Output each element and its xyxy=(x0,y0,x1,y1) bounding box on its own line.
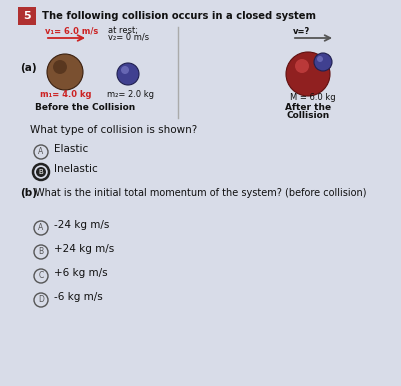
Circle shape xyxy=(53,60,67,74)
Text: After the: After the xyxy=(285,103,331,112)
Circle shape xyxy=(314,53,332,71)
Text: -24 kg m/s: -24 kg m/s xyxy=(54,220,109,230)
Text: B: B xyxy=(38,247,44,257)
Circle shape xyxy=(317,56,323,62)
Text: A: A xyxy=(38,223,44,232)
Text: M = 6.0 kg: M = 6.0 kg xyxy=(290,93,336,102)
Text: The following collision occurs in a closed system: The following collision occurs in a clos… xyxy=(42,11,316,21)
Text: What is the initial total momentum of the system? (before collision): What is the initial total momentum of th… xyxy=(35,188,367,198)
Text: v=?: v=? xyxy=(293,27,310,36)
Circle shape xyxy=(117,63,139,85)
Circle shape xyxy=(121,66,129,74)
FancyBboxPatch shape xyxy=(18,7,36,25)
Text: Inelastic: Inelastic xyxy=(54,164,98,174)
Text: m₂= 2.0 kg: m₂= 2.0 kg xyxy=(107,90,154,99)
Text: m₁= 4.0 kg: m₁= 4.0 kg xyxy=(40,90,91,99)
Circle shape xyxy=(286,52,330,96)
Text: (b): (b) xyxy=(20,188,37,198)
Circle shape xyxy=(36,167,46,177)
Text: v₁= 6.0 m/s: v₁= 6.0 m/s xyxy=(45,27,98,36)
Text: D: D xyxy=(38,296,44,305)
Text: -6 kg m/s: -6 kg m/s xyxy=(54,292,103,302)
Text: Collision: Collision xyxy=(286,111,330,120)
Text: at rest;: at rest; xyxy=(108,26,138,35)
Text: 5: 5 xyxy=(23,11,31,21)
Circle shape xyxy=(47,54,83,90)
Text: +24 kg m/s: +24 kg m/s xyxy=(54,244,114,254)
Text: C: C xyxy=(38,271,44,281)
Text: What type of collision is shown?: What type of collision is shown? xyxy=(30,125,197,135)
Text: Elastic: Elastic xyxy=(54,144,88,154)
Text: v₂= 0 m/s: v₂= 0 m/s xyxy=(108,33,149,42)
Text: Before the Collision: Before the Collision xyxy=(35,103,135,112)
Text: +6 kg m/s: +6 kg m/s xyxy=(54,268,107,278)
Text: B: B xyxy=(38,169,43,175)
Text: (a): (a) xyxy=(20,63,36,73)
Circle shape xyxy=(295,59,309,73)
Text: A: A xyxy=(38,147,44,156)
